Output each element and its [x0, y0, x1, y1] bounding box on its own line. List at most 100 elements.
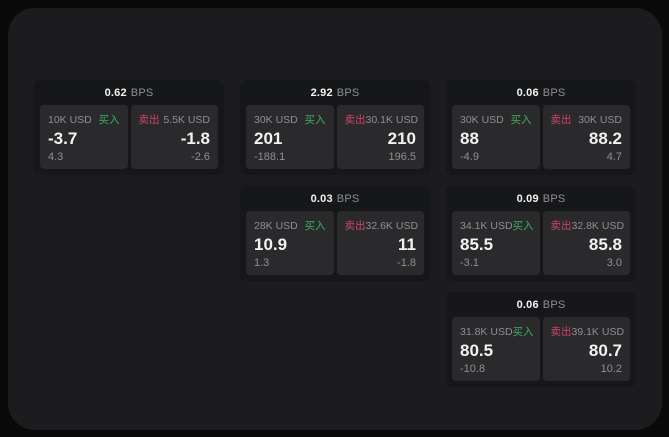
buy-delta: -3.1	[460, 257, 479, 269]
buy-panel-header: 10K USD 买入	[48, 112, 120, 127]
sell-panel-header: 卖出 39.1K USD	[550, 324, 625, 339]
sell-delta: -1.8	[397, 257, 416, 269]
sell-delta: 3.0	[606, 257, 622, 269]
sell-panel-header: 卖出 32.8K USD	[550, 218, 625, 233]
sell-amount: 30K USD	[578, 114, 622, 126]
quote-card: 0.62 BPS 10K USD 买入 -3.7 4.3 卖出 5.5K USD…	[34, 80, 224, 175]
sell-panel[interactable]: 卖出 39.1K USD 80.7 10.2	[542, 317, 630, 381]
card-body: 30K USD 买入 201 -188.1 卖出 30.1K USD 210 1…	[240, 105, 430, 175]
buy-label: 买入	[512, 326, 534, 338]
card-header: 0.06 BPS	[446, 292, 636, 317]
buy-amount: 10K USD	[48, 114, 92, 126]
quote-card: 0.06 BPS 31.8K USD 买入 80.5 -10.8 卖出 39.1…	[446, 292, 636, 387]
sell-amount: 32.8K USD	[571, 220, 625, 232]
buy-panel-header: 28K USD 买入	[254, 218, 326, 233]
card-header: 0.03 BPS	[240, 186, 430, 211]
buy-delta: 1.3	[254, 257, 270, 269]
sell-panel[interactable]: 卖出 32.8K USD 85.8 3.0	[542, 211, 630, 275]
buy-price: -3.7	[48, 128, 78, 148]
bps-unit-label: BPS	[130, 86, 154, 99]
buy-amount: 30K USD	[460, 114, 504, 126]
buy-label: 买入	[510, 114, 532, 126]
buy-panel-header: 31.8K USD 买入	[460, 324, 534, 339]
sell-delta: 4.7	[606, 151, 622, 163]
card-header: 0.09 BPS	[446, 186, 636, 211]
buy-panel-header: 30K USD 买入	[254, 112, 326, 127]
sell-panel-header: 卖出 30K USD	[551, 112, 623, 127]
bps-unit-label: BPS	[542, 192, 566, 205]
sell-delta: 10.2	[600, 363, 622, 375]
sell-panel[interactable]: 卖出 5.5K USD -1.8 -2.6	[130, 105, 218, 169]
card-header: 2.92 BPS	[240, 80, 430, 105]
sell-label: 卖出	[344, 220, 366, 232]
buy-label: 买入	[304, 220, 326, 232]
card-header: 0.06 BPS	[446, 80, 636, 105]
buy-delta: -10.8	[460, 363, 486, 375]
sell-panel[interactable]: 卖出 32.6K USD 11 -1.8	[336, 211, 424, 275]
buy-panel-header: 34.1K USD 买入	[460, 218, 534, 233]
quote-card: 0.03 BPS 28K USD 买入 10.9 1.3 卖出 32.6K US…	[240, 186, 430, 281]
sell-price: 88.2	[588, 128, 622, 148]
sell-label: 卖出	[550, 220, 572, 232]
cards-grid: 0.62 BPS 10K USD 买入 -3.7 4.3 卖出 5.5K USD…	[34, 80, 636, 387]
main-panel: 0.62 BPS 10K USD 买入 -3.7 4.3 卖出 5.5K USD…	[8, 8, 662, 430]
card-body: 31.8K USD 买入 80.5 -10.8 卖出 39.1K USD 80.…	[446, 317, 636, 387]
sell-panel-header: 卖出 5.5K USD	[139, 112, 211, 127]
buy-label: 买入	[304, 114, 326, 126]
sell-panel-header: 卖出 30.1K USD	[344, 112, 419, 127]
buy-delta: -4.9	[460, 151, 479, 163]
sell-delta: 196.5	[388, 151, 416, 163]
sell-label: 卖出	[550, 326, 572, 338]
buy-panel[interactable]: 28K USD 买入 10.9 1.3	[246, 211, 334, 275]
sell-price: 11	[398, 234, 416, 254]
sell-panel[interactable]: 卖出 30.1K USD 210 196.5	[336, 105, 424, 169]
card-body: 10K USD 买入 -3.7 4.3 卖出 5.5K USD -1.8 -2.…	[34, 105, 224, 175]
buy-delta: -188.1	[254, 151, 286, 163]
sell-price: 85.8	[588, 234, 622, 254]
buy-label: 买入	[512, 220, 534, 232]
buy-price: 88	[460, 128, 479, 148]
sell-label: 卖出	[550, 114, 572, 126]
sell-delta: -2.6	[191, 151, 210, 163]
card-body: 34.1K USD 买入 85.5 -3.1 卖出 32.8K USD 85.8…	[446, 211, 636, 281]
bps-unit-label: BPS	[542, 86, 566, 99]
bps-value: 0.62	[104, 86, 127, 99]
buy-panel[interactable]: 30K USD 买入 201 -188.1	[246, 105, 334, 169]
buy-panel[interactable]: 30K USD 买入 88 -4.9	[452, 105, 540, 169]
buy-amount: 31.8K USD	[460, 326, 513, 338]
bps-value: 2.92	[310, 86, 333, 99]
buy-panel[interactable]: 31.8K USD 买入 80.5 -10.8	[452, 317, 540, 381]
bps-value: 0.06	[516, 86, 539, 99]
bps-value: 0.06	[516, 298, 539, 311]
bps-value: 0.09	[516, 192, 539, 205]
quote-card: 0.09 BPS 34.1K USD 买入 85.5 -3.1 卖出 32.8K…	[446, 186, 636, 281]
sell-label: 卖出	[344, 114, 366, 126]
sell-amount: 30.1K USD	[365, 114, 419, 126]
buy-price: 80.5	[460, 340, 494, 360]
buy-price: 85.5	[460, 234, 494, 254]
buy-delta: 4.3	[48, 151, 64, 163]
buy-price: 10.9	[254, 234, 288, 254]
bps-value: 0.03	[310, 192, 333, 205]
buy-panel[interactable]: 34.1K USD 买入 85.5 -3.1	[452, 211, 540, 275]
card-body: 28K USD 买入 10.9 1.3 卖出 32.6K USD 11 -1.8	[240, 211, 430, 281]
buy-panel[interactable]: 10K USD 买入 -3.7 4.3	[40, 105, 128, 169]
bps-unit-label: BPS	[336, 86, 360, 99]
buy-amount: 30K USD	[254, 114, 298, 126]
sell-price: -1.8	[180, 128, 210, 148]
buy-amount: 34.1K USD	[460, 220, 513, 232]
buy-price: 201	[254, 128, 283, 148]
sell-panel-header: 卖出 32.6K USD	[344, 218, 419, 233]
sell-panel[interactable]: 卖出 30K USD 88.2 4.7	[542, 105, 630, 169]
buy-amount: 28K USD	[254, 220, 298, 232]
buy-label: 买入	[98, 114, 120, 126]
sell-price: 210	[387, 128, 416, 148]
sell-amount: 39.1K USD	[571, 326, 625, 338]
sell-price: 80.7	[588, 340, 622, 360]
sell-amount: 32.6K USD	[365, 220, 419, 232]
quote-card: 0.06 BPS 30K USD 买入 88 -4.9 卖出 30K USD 8…	[446, 80, 636, 175]
sell-label: 卖出	[138, 114, 160, 126]
card-body: 30K USD 买入 88 -4.9 卖出 30K USD 88.2 4.7	[446, 105, 636, 175]
quote-card: 2.92 BPS 30K USD 买入 201 -188.1 卖出 30.1K …	[240, 80, 430, 175]
buy-panel-header: 30K USD 买入	[460, 112, 532, 127]
